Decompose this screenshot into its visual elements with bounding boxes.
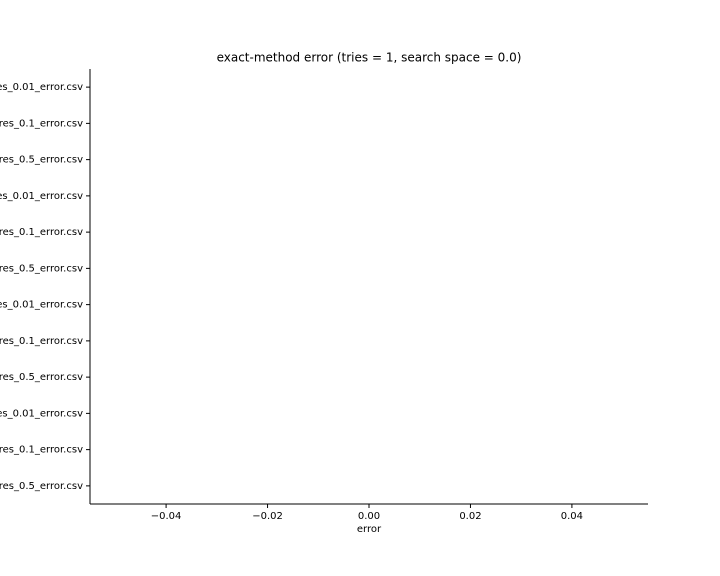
y-tick-label: es_0.01_error.csv <box>0 191 83 202</box>
x-tick-label: 0.00 <box>358 511 380 522</box>
y-tick-label: res_0.5_error.csv <box>0 263 83 274</box>
x-tick-label: −0.02 <box>252 511 283 522</box>
y-tick-label: res_0.1_error.csv <box>0 227 83 238</box>
y-tick-label: res_0.5_error.csv <box>0 155 83 166</box>
y-tick-label: es_0.01_error.csv <box>0 82 83 93</box>
y-tick-label: res_0.1_error.csv <box>0 336 83 347</box>
y-tick-label: res_0.1_error.csv <box>0 118 83 129</box>
chart-title: exact-method error (tries = 1, search sp… <box>217 51 522 65</box>
y-tick-label: es_0.01_error.csv <box>0 408 83 419</box>
y-tick-label: res_0.5_error.csv <box>0 372 83 383</box>
x-tick-label: 0.04 <box>561 511 583 522</box>
y-tick-label: res_0.5_error.csv <box>0 481 83 492</box>
x-tick-label: 0.02 <box>459 511 481 522</box>
x-axis-label: error <box>357 524 382 535</box>
x-tick-label: −0.04 <box>151 511 182 522</box>
y-tick-label: es_0.01_error.csv <box>0 300 83 311</box>
y-tick-label: res_0.1_error.csv <box>0 445 83 456</box>
